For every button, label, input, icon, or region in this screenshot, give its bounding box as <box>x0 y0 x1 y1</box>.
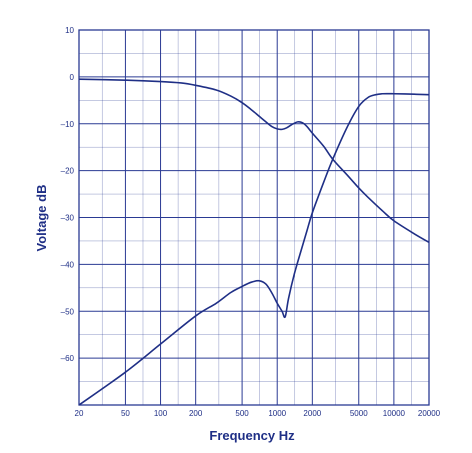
minor-gridlines <box>79 30 429 405</box>
x-tick-label: 10000 <box>383 409 406 418</box>
x-tick-label: 20000 <box>418 409 441 418</box>
y-tick-label: –60 <box>61 354 75 363</box>
y-tick-label: –30 <box>61 214 75 223</box>
tick-labels: 20 50 100 200 500 1000 2000 5000 10000 20000100–1… <box>61 26 441 418</box>
series-lines <box>78 78 430 406</box>
x-tick-label: 100 <box>154 409 168 418</box>
y-tick-label: 0 <box>70 73 75 82</box>
series-line-2 <box>78 92 430 406</box>
x-tick-label: 200 <box>189 409 203 418</box>
x-tick-label: 2000 <box>303 409 321 418</box>
x-tick-label: 500 <box>235 409 249 418</box>
x-tick-label: 1000 <box>268 409 286 418</box>
x-tick-label: 20 <box>75 409 84 418</box>
series-line-1 <box>78 78 430 244</box>
major-gridlines <box>78 29 430 405</box>
y-tick-label: –10 <box>61 120 75 129</box>
x-tick-label: 5000 <box>350 409 368 418</box>
y-tick-label: –40 <box>61 260 75 269</box>
y-axis-label: Voltage dB <box>34 185 49 252</box>
y-tick-label: –50 <box>61 307 75 316</box>
y-tick-label: –20 <box>61 167 75 176</box>
y-tick-label: 10 <box>65 26 74 35</box>
x-tick-label: 50 <box>121 409 130 418</box>
x-axis-label: Frequency Hz <box>209 428 295 443</box>
